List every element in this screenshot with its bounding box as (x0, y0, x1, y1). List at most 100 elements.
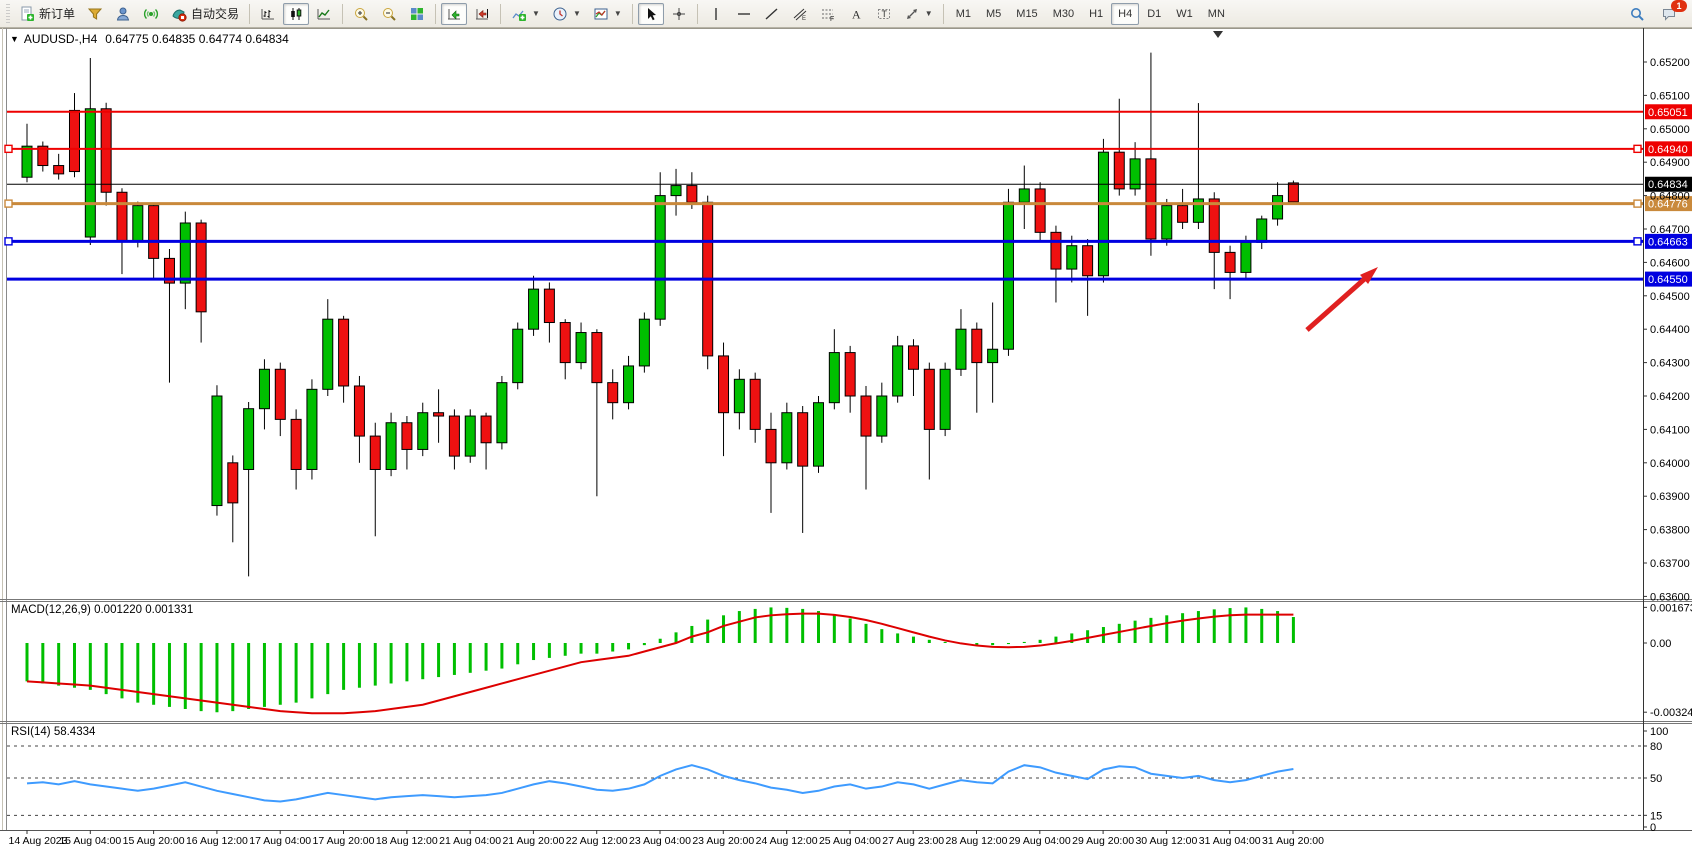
new-order-button[interactable]: 新订单 (14, 3, 80, 25)
candle-body (290, 418, 302, 470)
hline-handle[interactable] (4, 144, 13, 154)
chart-title: ▼ AUDUSD-,H4 0.64775 0.64835 0.64774 0.648… (10, 32, 289, 46)
rsi-tick-label: 80 (1650, 741, 1662, 753)
text-button[interactable]: A (843, 3, 869, 25)
candle-body (1272, 195, 1284, 220)
signal-button[interactable] (138, 3, 164, 25)
price-badge-label: 0.64776 (1648, 199, 1688, 211)
annotation-arrow[interactable] (1305, 273, 1371, 332)
periods-icon (552, 6, 568, 22)
price-tick-label: 0.64400 (1650, 324, 1690, 336)
price-badge (1645, 176, 1692, 192)
candle-body (591, 332, 603, 384)
horizontal-line-button[interactable] (731, 3, 757, 25)
timeframe-d1[interactable]: D1 (1140, 3, 1168, 25)
horizontal-line-icon (736, 6, 752, 22)
chart-shift-icon (474, 6, 490, 22)
chart-symbol-period: AUDUSD-,H4 (23, 32, 98, 46)
hline-handle[interactable] (4, 237, 13, 246)
candle-body (306, 388, 318, 470)
candle-body (907, 345, 919, 370)
arrows-button[interactable]: ▼ (899, 3, 938, 25)
candle-body (243, 408, 255, 470)
date-label: 23 Aug 20:00 (692, 835, 754, 847)
periods-button[interactable]: ▼ (547, 3, 586, 25)
price-badge (1645, 196, 1692, 212)
price-tick-label: 0.64000 (1650, 458, 1690, 470)
indicators-button[interactable]: ▼ (506, 3, 545, 25)
macd-tick-label: -0.003249 (1650, 707, 1692, 719)
hline-handle[interactable] (1633, 237, 1642, 246)
timeframe-w1[interactable]: W1 (1169, 3, 1200, 25)
search-button[interactable] (1624, 3, 1650, 25)
candle-body (496, 382, 508, 444)
crosshair-button[interactable] (666, 3, 692, 25)
candle-body (638, 318, 650, 367)
cursor-button[interactable] (637, 2, 664, 25)
candle-body (1082, 245, 1094, 277)
timeframe-m1[interactable]: M1 (949, 3, 978, 25)
chart-shift-button[interactable] (469, 3, 495, 25)
toolbar: 新订单 自动交易 ▼ ▼ ▼ E F A T ▼ (0, 0, 1692, 28)
hline-handle[interactable] (4, 199, 13, 208)
candle-body (765, 428, 777, 464)
candle-body (987, 348, 999, 364)
hline-handle[interactable] (1633, 144, 1642, 154)
chart-collapse-icon[interactable]: ▼ (10, 34, 19, 44)
toolbar-grip[interactable] (6, 3, 10, 24)
line-chart-button[interactable] (311, 3, 337, 25)
hline-handle[interactable] (1633, 199, 1642, 208)
zoom-in-button[interactable] (348, 3, 374, 25)
tile-windows-button[interactable] (404, 3, 430, 25)
candlestick-button[interactable] (283, 2, 310, 25)
channel-icon: E (792, 6, 808, 22)
rsi-tick-label: 50 (1650, 773, 1662, 785)
price-tick-label: 0.63900 (1650, 491, 1690, 503)
notifications-button[interactable]: 1 (1656, 0, 1687, 25)
timeframe-m5[interactable]: M5 (979, 3, 1008, 25)
crosshair-icon (671, 6, 687, 22)
text-label-button[interactable]: T (871, 3, 897, 25)
profile-button[interactable] (110, 3, 136, 25)
vertical-line-button[interactable] (703, 3, 729, 25)
line-chart-icon (316, 6, 332, 22)
fibonacci-button[interactable]: F (815, 3, 841, 25)
macd-tick-label: 0.001673 (1650, 602, 1692, 614)
date-label: 24 Aug 12:00 (756, 835, 818, 847)
timeframe-h4[interactable]: H4 (1111, 2, 1140, 25)
auto-scroll-button[interactable] (441, 2, 468, 25)
funnel-button[interactable] (82, 3, 108, 25)
candle-body (828, 352, 840, 404)
auto-trading-button[interactable]: 自动交易 (166, 3, 244, 25)
dropdown-arrow-icon: ▼ (572, 9, 581, 18)
candle-body (68, 109, 80, 173)
rsi-tick-label: 15 (1650, 810, 1662, 822)
rsi-line (26, 764, 1294, 803)
search-icon (1629, 6, 1645, 22)
timeframe-m30[interactable]: M30 (1046, 3, 1081, 25)
candle-body (860, 395, 872, 437)
channel-button[interactable]: E (787, 3, 813, 25)
candle-body (148, 205, 160, 259)
price-badge (1645, 233, 1692, 249)
candle-body (480, 415, 492, 444)
tile-windows-icon (409, 6, 425, 22)
chart-shift-marker[interactable] (1213, 31, 1223, 38)
candle-body (575, 332, 587, 364)
candle-body (401, 422, 413, 450)
timeframe-m15[interactable]: M15 (1009, 3, 1044, 25)
fibonacci-icon: F (820, 6, 836, 22)
bar-chart-button[interactable] (255, 3, 281, 25)
candle-body (163, 257, 175, 284)
date-label: 30 Aug 12:00 (1135, 835, 1197, 847)
timeframe-mn[interactable]: MN (1201, 3, 1232, 25)
templates-button[interactable]: ▼ (588, 3, 627, 25)
timeframe-bar: M1 M5 M15 M30 H1 H4 D1 W1 MN (949, 2, 1232, 25)
trendline-button[interactable] (759, 3, 785, 25)
zoom-out-button[interactable] (376, 3, 402, 25)
trendline-icon (764, 6, 780, 22)
candle-body (528, 288, 540, 330)
timeframe-h1[interactable]: H1 (1082, 3, 1110, 25)
